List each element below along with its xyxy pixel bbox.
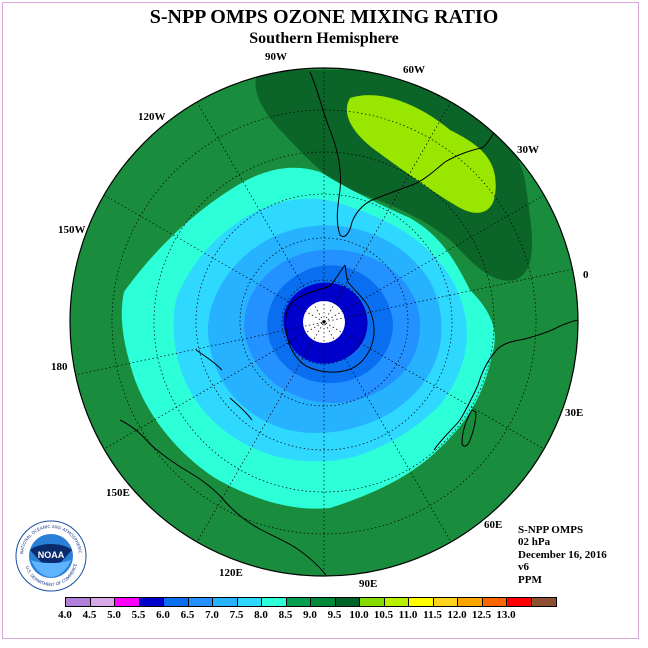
colorbar-tick-label: 7.5 bbox=[229, 609, 244, 621]
lon-label-180: 180 bbox=[51, 361, 68, 373]
colorbar-cell bbox=[409, 598, 434, 606]
info-block: S-NPP OMPS 02 hPa December 16, 2016 v6 P… bbox=[518, 524, 607, 586]
lat-circle-45s bbox=[195, 193, 453, 451]
colorbar-cell bbox=[384, 598, 409, 606]
colorbar-tick-label: 12.5 bbox=[471, 609, 492, 621]
lon-label-0: 0 bbox=[583, 269, 589, 281]
map-subtitle: Southern Hemisphere bbox=[249, 30, 399, 47]
coastline-madagascar bbox=[461, 409, 477, 447]
colorbar-cell bbox=[286, 598, 311, 606]
colorbar-cell bbox=[311, 598, 336, 606]
colorbar-cell bbox=[213, 598, 238, 606]
meridian-60w-120e bbox=[196, 101, 452, 543]
lon-label-150e: 150E bbox=[106, 487, 130, 499]
lat-circle-inner bbox=[281, 279, 367, 365]
colorbar-tick-label: 9.5 bbox=[327, 609, 342, 621]
colorbar-tick-label: 10.5 bbox=[373, 609, 394, 621]
info-units: PPM bbox=[518, 573, 542, 586]
colorbar bbox=[65, 597, 557, 607]
logo-text: NOAA bbox=[38, 550, 65, 560]
noaa-logo: NATIONAL OCEANIC AND ATMOSPHERIC ADMINIS… bbox=[15, 520, 87, 592]
lon-label-30w: 30W bbox=[517, 144, 539, 156]
colorbar-tick-label: 6.0 bbox=[156, 609, 170, 621]
lon-label-60w: 60W bbox=[403, 64, 425, 76]
map-disk-outline bbox=[69, 67, 579, 577]
colorbar-tick-label: 11.0 bbox=[398, 609, 418, 621]
colorbar-cell bbox=[507, 598, 532, 606]
colorbar-cell bbox=[66, 598, 91, 606]
colorbar-cell bbox=[115, 598, 140, 606]
colorbar-cell bbox=[433, 598, 458, 606]
colorbar-cell bbox=[262, 598, 287, 606]
lon-label-150w: 150W bbox=[58, 224, 86, 236]
colorbar-ticks: 4.0 4.5 5.0 5.5 6.0 6.5 7.0 7.5 8.0 8.5 9.0 9.5 10.0… bbox=[56, 609, 616, 623]
meridian-0-180 bbox=[75, 268, 573, 376]
meridian-30w-150e bbox=[103, 194, 545, 450]
field-high-patch bbox=[346, 95, 496, 213]
map-title: S-NPP OMPS OZONE MIXING RATIO bbox=[149, 6, 499, 28]
lat-circle-60s bbox=[239, 237, 409, 407]
colorbar-tick-label: 5.0 bbox=[107, 609, 121, 621]
lon-label-90e: 90E bbox=[359, 578, 377, 590]
colorbar-cell bbox=[458, 598, 483, 606]
colorbar-cell bbox=[531, 598, 556, 606]
colorbar-cell bbox=[139, 598, 164, 606]
colorbar-cell bbox=[237, 598, 262, 606]
logo-bird-icon bbox=[30, 544, 72, 572]
lat-circle-15s bbox=[111, 109, 537, 535]
colorbar-tick-label: 4.0 bbox=[58, 609, 72, 621]
colorbar-tick-label: 4.5 bbox=[82, 609, 97, 621]
coastline-africa bbox=[433, 319, 578, 451]
meridian-120w-60e bbox=[196, 101, 452, 543]
lon-label-60e: 60E bbox=[484, 519, 502, 531]
colorbar-tick-label: 7.0 bbox=[205, 609, 219, 621]
colorbar-cell bbox=[335, 598, 360, 606]
graticule bbox=[75, 68, 573, 576]
colorbar-tick-label: 10.0 bbox=[349, 609, 369, 621]
logo-water bbox=[31, 560, 71, 577]
colorbar-cell bbox=[360, 598, 385, 606]
info-level: 02 hPa bbox=[518, 536, 551, 549]
colorbar-tick-label: 9.0 bbox=[303, 609, 317, 621]
info-version: v6 bbox=[518, 561, 529, 574]
info-instrument: S-NPP OMPS bbox=[518, 524, 584, 536]
colorbar-tick-label: 13.0 bbox=[496, 609, 516, 621]
colorbar-tick-label: 5.5 bbox=[131, 609, 146, 621]
coastline-south-america bbox=[309, 71, 501, 237]
colorbar-tick-label: 6.5 bbox=[180, 609, 195, 621]
colorbar-cell bbox=[164, 598, 189, 606]
colorbar-tick-label: 8.5 bbox=[278, 609, 293, 621]
info-date: December 16, 2016 bbox=[518, 548, 607, 561]
colorbar-tick-label: 12.0 bbox=[447, 609, 467, 621]
colorbar-tick-label: 8.0 bbox=[254, 609, 268, 621]
colorbar-tick-label: 11.5 bbox=[423, 609, 442, 621]
colorbar-cell bbox=[90, 598, 115, 606]
meridian-150w-30e bbox=[103, 194, 545, 450]
coastline-antarctica bbox=[285, 264, 375, 373]
coastline-new-zealand bbox=[195, 349, 253, 421]
colorbar-cell bbox=[482, 598, 507, 606]
lon-label-120e: 120E bbox=[219, 567, 243, 579]
colorbar-cell bbox=[188, 598, 213, 606]
lon-label-30e: 30E bbox=[565, 407, 583, 419]
field-dark-band bbox=[255, 70, 533, 281]
figure-frame bbox=[2, 2, 639, 639]
lon-label-90w: 90W bbox=[265, 51, 287, 63]
lon-label-120w: 120W bbox=[138, 111, 166, 123]
